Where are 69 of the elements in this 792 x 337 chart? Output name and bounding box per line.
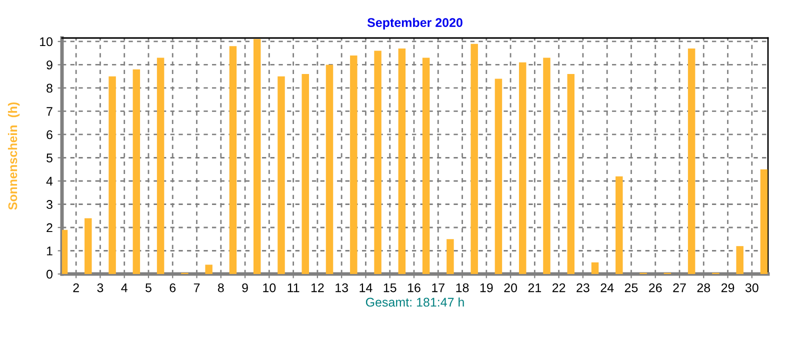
x-tick-label: 20 <box>504 283 518 292</box>
bar <box>205 264 212 274</box>
x-axis-title: Gesamt: 181:47 h <box>366 297 464 307</box>
x-tick-label: 13 <box>336 283 348 292</box>
bar <box>567 74 575 274</box>
bar <box>108 76 116 274</box>
bar <box>688 48 696 274</box>
x-tick-label: 12 <box>311 283 324 292</box>
bar <box>326 64 334 274</box>
bar <box>494 78 502 274</box>
x-tick-label: 16 <box>408 283 420 292</box>
x-tick-label: 4 <box>121 283 128 292</box>
bar <box>398 48 406 274</box>
bar <box>543 58 550 274</box>
x-tick-label: 25 <box>624 283 638 292</box>
bar <box>278 76 285 274</box>
bar <box>518 62 526 274</box>
x-tick-label: 19 <box>480 283 493 292</box>
bar <box>132 69 140 274</box>
x-tick-label: 22 <box>552 283 566 292</box>
y-tick-label: 4 <box>46 176 53 186</box>
bar <box>84 218 92 274</box>
y-tick-label: 7 <box>46 107 52 116</box>
x-tick-label: 21 <box>528 283 542 292</box>
x-tick-label: 3 <box>97 283 104 292</box>
y-tick-label: 3 <box>46 200 52 209</box>
y-axis-title: Sonnenschein (h) <box>8 102 20 210</box>
bar <box>616 176 623 274</box>
x-tick-label: 6 <box>170 283 176 292</box>
x-tick-label: 2 <box>73 283 79 292</box>
x-tick-label: 18 <box>456 283 469 292</box>
x-tick-label: 10 <box>263 283 276 292</box>
bar <box>591 262 599 274</box>
bar <box>470 44 478 274</box>
y-tick-label: 0 <box>46 270 52 279</box>
y-tick-label: 6 <box>46 130 52 140</box>
x-tick-label: 17 <box>432 283 444 292</box>
y-tick-label: 8 <box>46 84 52 93</box>
bar <box>736 246 744 274</box>
x-tick-label: 27 <box>673 283 686 292</box>
y-tick-label: 5 <box>46 154 52 162</box>
bar <box>62 230 68 274</box>
y-tick-label: 1 <box>46 246 52 256</box>
x-tick-label: 24 <box>600 283 614 292</box>
chart-title: September 2020 <box>367 18 462 30</box>
bar <box>446 239 454 274</box>
bar <box>229 46 237 274</box>
bar <box>374 50 382 274</box>
x-tick-label: 9 <box>242 283 248 292</box>
bar <box>350 55 358 274</box>
x-tick-label: 8 <box>218 283 224 292</box>
x-tick-label: 30 <box>745 283 758 292</box>
x-tick-label: 14 <box>360 283 372 292</box>
y-tick-label: 2 <box>46 223 52 232</box>
x-tick-label: 28 <box>697 283 710 292</box>
bar <box>422 58 430 274</box>
bar <box>253 39 261 274</box>
y-tick-label: 9 <box>46 60 52 70</box>
x-tick-label: 5 <box>146 283 152 292</box>
x-tick-label: 23 <box>576 283 590 292</box>
x-tick-label: 11 <box>288 283 300 292</box>
x-tick-label: 26 <box>649 283 662 292</box>
bar <box>760 169 768 274</box>
x-tick-label: 15 <box>384 283 396 292</box>
bar <box>302 74 309 274</box>
x-tick-label: 29 <box>721 283 734 292</box>
y-tick-label: 10 <box>40 37 52 46</box>
bar <box>156 58 164 274</box>
x-tick-label: 7 <box>194 283 200 292</box>
